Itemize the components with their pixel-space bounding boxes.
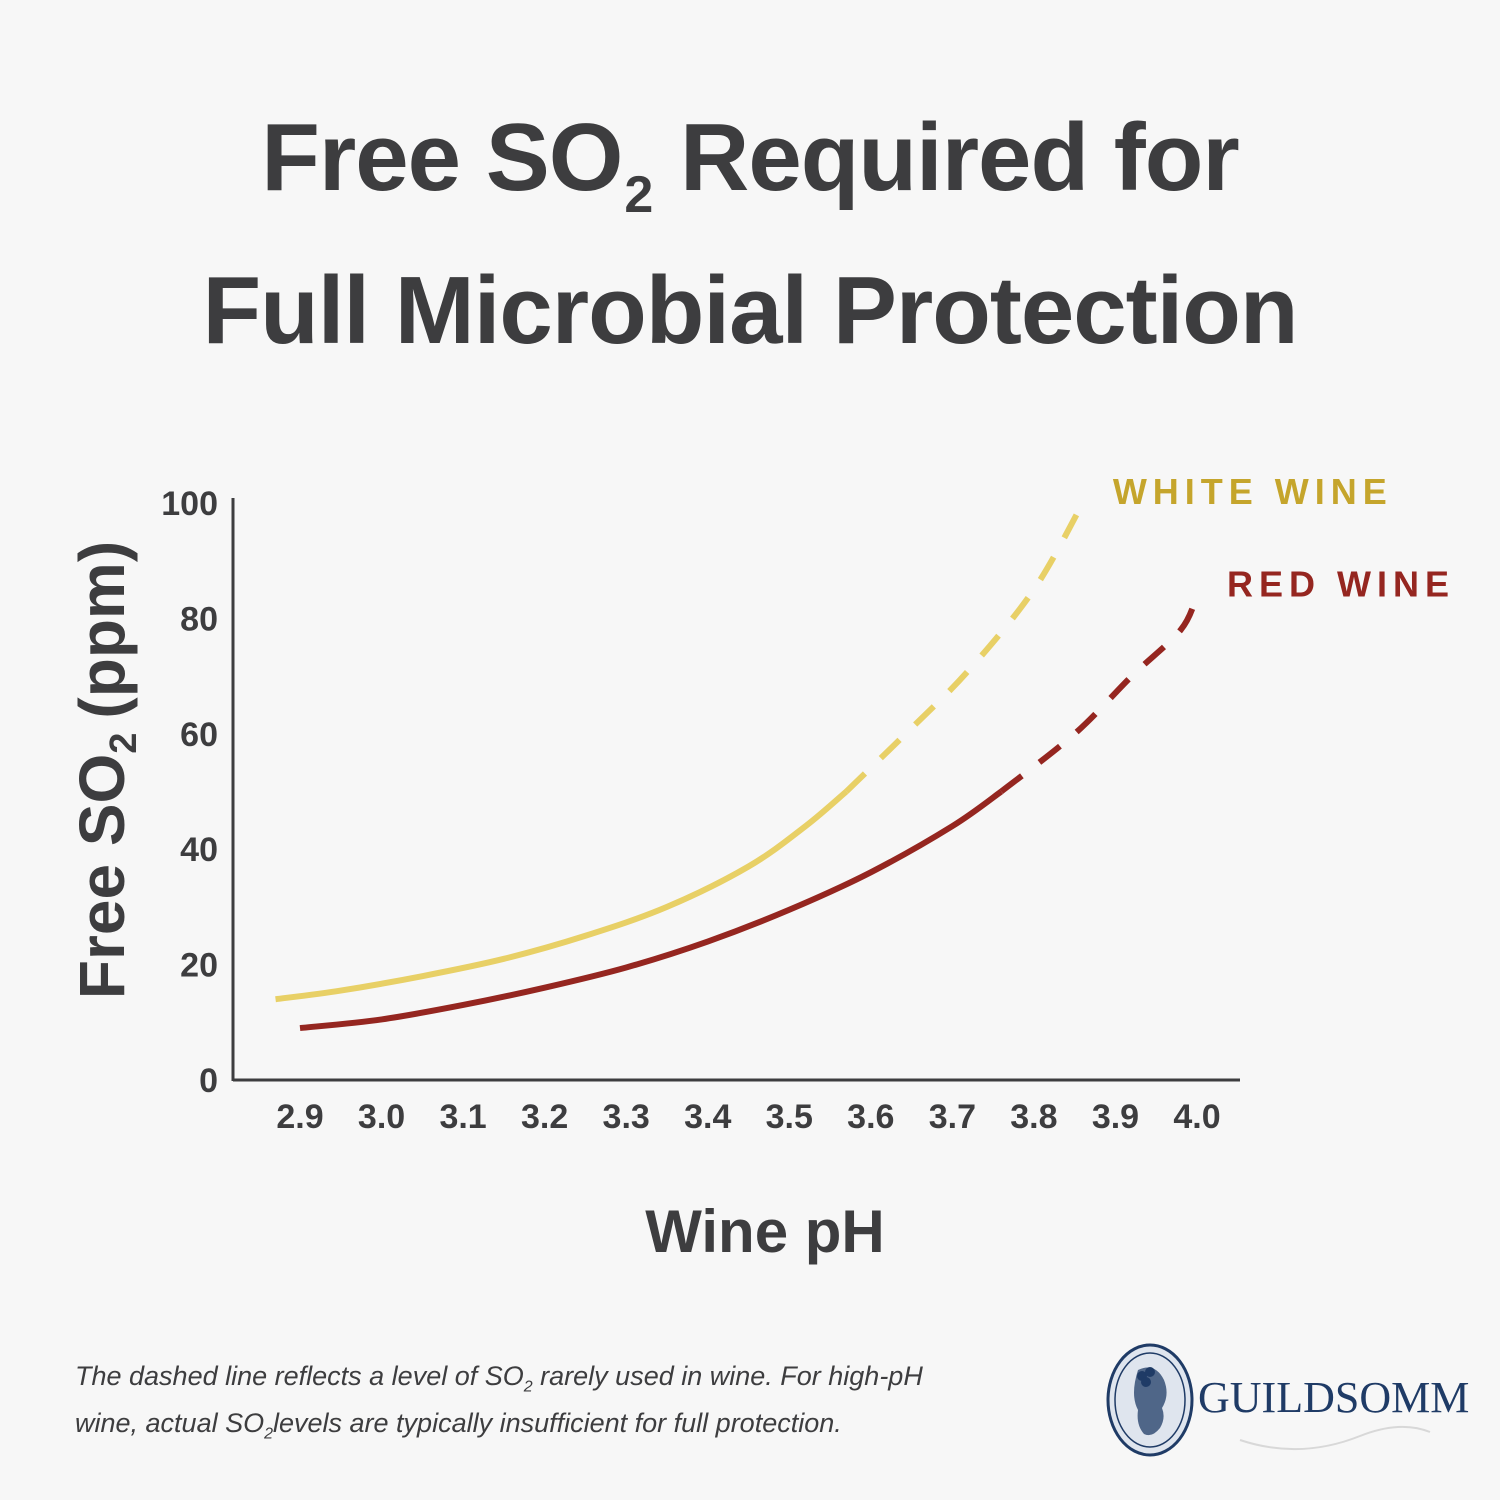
title-line-1: Free SO2 Required for [261, 104, 1239, 224]
x-tick-label: 3.5 [766, 1098, 813, 1136]
axes [231, 498, 1240, 1082]
y-tick-labels: 0 20 40 60 80 100 [161, 485, 218, 1100]
x-tick-label: 3.3 [603, 1098, 650, 1136]
x-tick-label: 3.1 [439, 1098, 486, 1136]
x-tick-label: 4.0 [1173, 1098, 1220, 1136]
x-tick-label: 3.2 [521, 1098, 568, 1136]
white-wine-solid-line [275, 789, 849, 1003]
y-axis-label: Free SO2(ppm) [66, 541, 145, 999]
footnote-line-2: wine, actual SO2levels are typically ins… [75, 1408, 842, 1443]
y-tick-label: 60 [180, 716, 218, 754]
title-line-2: Full Microbial Protection [202, 257, 1298, 364]
x-tick-label: 3.6 [847, 1098, 894, 1136]
x-tick-labels: 2.9 3.0 3.1 3.2 3.3 3.4 3.5 3.6 3.7 3.8 3.9 4.0 [276, 1098, 1220, 1136]
red-wine-solid-line [299, 789, 1004, 1032]
white-wine-dashed-line [844, 501, 1086, 794]
x-axis-label: Wine pH [645, 1198, 884, 1265]
y-tick-label: 80 [180, 600, 218, 638]
x-tick-label: 3.0 [358, 1098, 405, 1136]
footnote-line-1: The dashed line reflects a level of SO2 … [75, 1361, 923, 1396]
x-tick-label: 3.7 [929, 1098, 976, 1136]
y-tick-label: 0 [199, 1062, 218, 1100]
guildsomm-logo [1106, 1343, 1431, 1457]
title-subscript: 2 [624, 166, 653, 224]
logo-medallion-icon [1106, 1343, 1194, 1457]
red-wine-dashed-line [999, 594, 1200, 794]
chart-title: Free SO2 Required for Full Microbial Pro… [0, 100, 1500, 369]
x-tick-label: 3.4 [684, 1098, 731, 1136]
white-wine-label: WHITE WINE [1113, 471, 1393, 512]
logo-wordmark: GUILDSOMM [1198, 1373, 1470, 1422]
red-wine-label: RED WINE [1227, 563, 1455, 604]
y-tick-label: 100 [161, 485, 218, 523]
y-tick-label: 20 [180, 947, 218, 985]
x-tick-label: 3.8 [1010, 1098, 1057, 1136]
x-tick-label: 2.9 [276, 1098, 323, 1136]
logo-flourish-icon [1239, 1425, 1431, 1451]
series-labels: WHITE WINE RED WINE [1113, 471, 1455, 604]
footnote: The dashed line reflects a level of SO2 … [75, 1358, 1075, 1453]
y-tick-label: 40 [180, 831, 218, 869]
series-lines [275, 501, 1200, 1032]
x-tick-label: 3.9 [1092, 1098, 1139, 1136]
